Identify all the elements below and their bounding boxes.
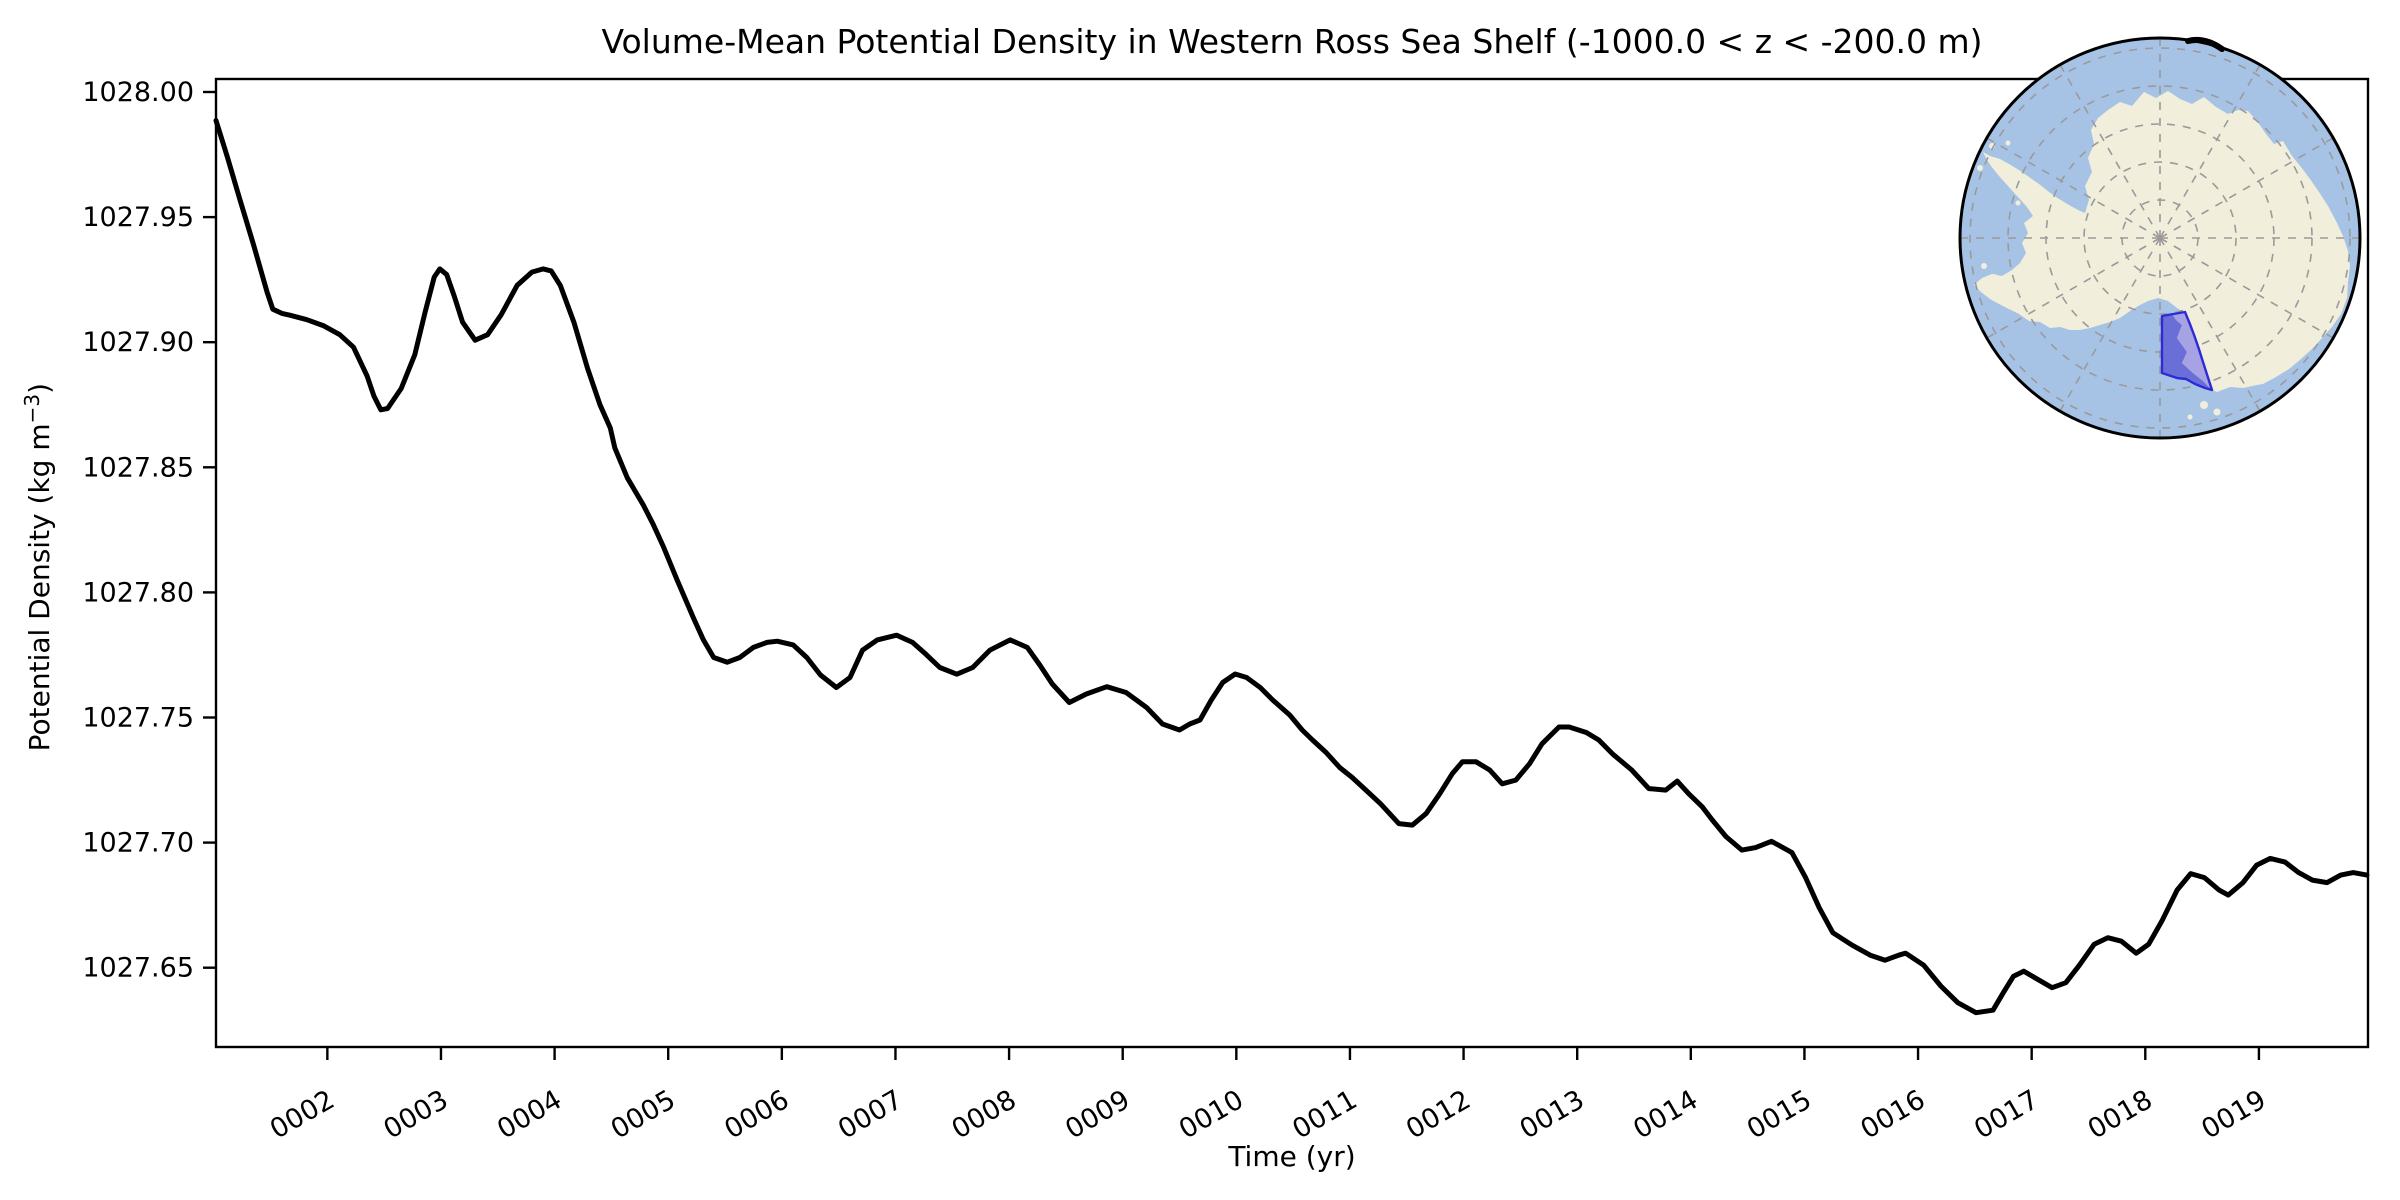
density-time-series-line [213,118,2370,1016]
map-boundary [1958,36,2362,440]
highlight-region-land-part [2172,312,2212,390]
svg-text:1027.95: 1027.95 [82,202,194,233]
svg-text:0015: 0015 [1742,1084,1817,1145]
svg-text:1027.80: 1027.80 [82,577,194,608]
y-axis-label: Potential Density (kg m−3) [19,382,57,752]
svg-text:0002: 0002 [265,1084,340,1145]
svg-text:0009: 0009 [1060,1084,1135,1145]
svg-text:0017: 0017 [1969,1084,2044,1145]
svg-text:1027.65: 1027.65 [82,953,194,984]
svg-text:0008: 0008 [947,1084,1022,1145]
svg-text:0013: 0013 [1515,1084,1590,1145]
svg-text:0005: 0005 [606,1084,681,1145]
offshore-islands [1977,140,2221,420]
svg-text:1027.70: 1027.70 [82,828,194,859]
svg-text:0016: 0016 [1856,1084,1931,1145]
svg-text:0012: 0012 [1401,1084,1476,1145]
y-ticks: 1027.65 1027.70 1027.75 1027.80 1027.85 1027.… [82,77,216,984]
svg-text:0014: 0014 [1628,1084,1703,1145]
antarctica-inset-map [1958,36,2362,440]
svg-text:0010: 0010 [1174,1084,1249,1145]
ylabel-exponent: −3 [19,393,44,424]
graticule [1961,39,2359,437]
svg-text:1028.00: 1028.00 [82,77,194,108]
x-axis-label: Time (yr) [1228,1140,1356,1173]
svg-text:0019: 0019 [2196,1084,2271,1145]
svg-text:1027.75: 1027.75 [82,703,194,734]
svg-text:0018: 0018 [2083,1084,2158,1145]
svg-text:0003: 0003 [378,1084,453,1145]
x-ticks: 0002 0003 0004 0005 0006 0007 0008 0009 0010 0011… [265,1047,2271,1145]
chart-title: Volume-Mean Potential Density in Western… [601,22,1983,61]
svg-text:0011: 0011 [1287,1084,1362,1145]
highlight-region-border [2160,310,2214,392]
svg-text:0006: 0006 [719,1084,794,1145]
svg-text:0007: 0007 [833,1084,908,1145]
svg-text:0004: 0004 [492,1084,567,1145]
svg-text:1027.85: 1027.85 [82,452,194,483]
svg-text:1027.90: 1027.90 [82,327,194,358]
